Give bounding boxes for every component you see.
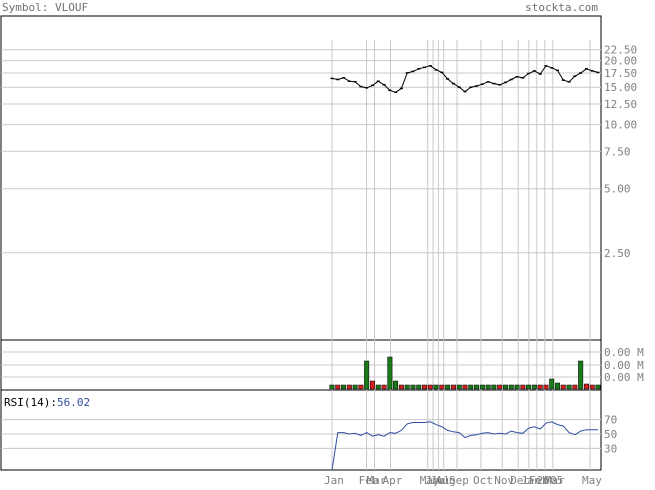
volume-bar: [485, 384, 491, 390]
price-tick-label: 20.00: [604, 55, 637, 68]
month-tick-label: May: [420, 474, 440, 486]
volume-bar: [560, 384, 566, 390]
volume-bar: [589, 384, 595, 390]
volume-tick-label: 0.00 M: [604, 359, 644, 372]
month-tick-label: Oct: [473, 474, 493, 486]
volume-bar: [531, 384, 537, 390]
volume-bar: [427, 384, 433, 390]
price-tick-label: 2.50: [604, 247, 631, 260]
price-tick-label: 7.50: [604, 145, 631, 158]
rsi-last-value: 56.02: [57, 396, 90, 409]
month-tick-label: Mar: [367, 474, 387, 486]
volume-bar: [422, 384, 428, 390]
volume-bar: [520, 384, 526, 390]
rsi-panel-frame: [0, 389, 602, 471]
price-tick-label: 22.50: [604, 44, 637, 57]
volume-bar: [526, 384, 532, 390]
volume-bar: [468, 384, 474, 390]
volume-bar: [329, 384, 335, 390]
volume-bar: [381, 384, 387, 390]
volume-series: [329, 356, 601, 390]
volume-bar: [549, 378, 555, 390]
volume-tick-label: 0.00 M: [604, 346, 644, 359]
rsi-label: RSI(14):56.02: [4, 396, 90, 409]
price-tick-label: 5.00: [604, 183, 631, 196]
volume-bar: [341, 384, 347, 390]
month-tick-label: Mar: [545, 474, 565, 486]
volume-bar: [433, 384, 439, 390]
volume-bar: [375, 384, 381, 390]
volume-bar: [398, 384, 404, 390]
month-tick-label: Nov: [494, 474, 514, 486]
volume-bar: [497, 384, 503, 390]
volume-bar: [595, 384, 601, 390]
month-tick-label: Jul: [430, 474, 450, 486]
volume-bar: [578, 360, 584, 390]
volume-bar: [537, 384, 543, 390]
volume-bar: [404, 384, 410, 390]
volume-bar: [474, 384, 480, 390]
month-tick-label: Jan: [324, 474, 344, 486]
price-tick-label: 10.00: [604, 119, 637, 132]
volume-bar: [479, 384, 485, 390]
volume-bar: [502, 384, 508, 390]
volume-bar: [393, 380, 399, 390]
volume-bar: [410, 384, 416, 390]
rsi-label-text: RSI(14):: [4, 396, 57, 409]
volume-bar: [369, 380, 375, 390]
volume-bar: [445, 384, 451, 390]
volume-bar: [335, 384, 341, 390]
volume-bar: [416, 384, 422, 390]
volume-bar: [543, 384, 549, 390]
price-panel-frame: [0, 15, 602, 341]
month-tick-label: Jun: [425, 474, 445, 486]
volume-bar: [387, 356, 393, 390]
volume-tick-label: 0.00 M: [604, 371, 644, 384]
volume-bar: [555, 382, 561, 390]
month-tick-label: Sep: [449, 474, 469, 486]
volume-bar: [514, 384, 520, 390]
month-tick-label: Dec: [510, 474, 530, 486]
month-tick-label: Feb: [529, 474, 549, 486]
rsi-tick-label: 70: [604, 414, 617, 427]
rsi-tick-label: 50: [604, 428, 617, 441]
volume-bar: [462, 384, 468, 390]
rsi-line: [331, 421, 598, 471]
price-tick-label: 12.50: [604, 98, 637, 111]
grid-lines: [1, 40, 601, 470]
volume-bar: [583, 383, 589, 390]
volume-bar: [566, 384, 572, 390]
volume-bar: [346, 384, 352, 390]
price-tick-label: 15.00: [604, 81, 637, 94]
month-tick-label: Apr: [383, 474, 403, 486]
volume-bar: [508, 384, 514, 390]
month-tick-label: May: [582, 474, 602, 486]
volume-bar: [572, 384, 578, 390]
price-tick-label: 17.50: [604, 67, 637, 80]
rsi-series: [331, 421, 598, 471]
month-tick-label: Jan: [521, 474, 541, 486]
volume-bar: [352, 384, 358, 390]
volume-bar: [456, 384, 462, 390]
volume-bar: [439, 384, 445, 390]
volume-bar: [358, 384, 364, 390]
month-tick-label: Feb: [359, 474, 379, 486]
site-label: stockta.com: [525, 1, 598, 14]
volume-bar: [450, 384, 456, 390]
month-tick-label: 2005: [537, 474, 564, 486]
symbol-label: Symbol: VLOUF: [2, 1, 88, 14]
volume-bar: [491, 384, 497, 390]
month-tick-label: Aug: [436, 474, 456, 486]
price-series: [330, 65, 600, 94]
rsi-tick-label: 30: [604, 442, 617, 455]
volume-bar: [364, 360, 370, 390]
